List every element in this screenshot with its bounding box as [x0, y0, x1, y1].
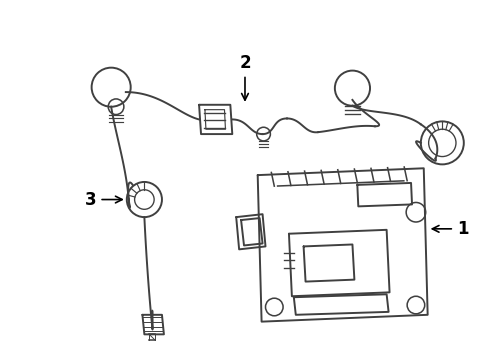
Text: 2: 2	[239, 54, 250, 100]
Text: 3: 3	[84, 190, 122, 208]
Text: 1: 1	[431, 220, 468, 238]
